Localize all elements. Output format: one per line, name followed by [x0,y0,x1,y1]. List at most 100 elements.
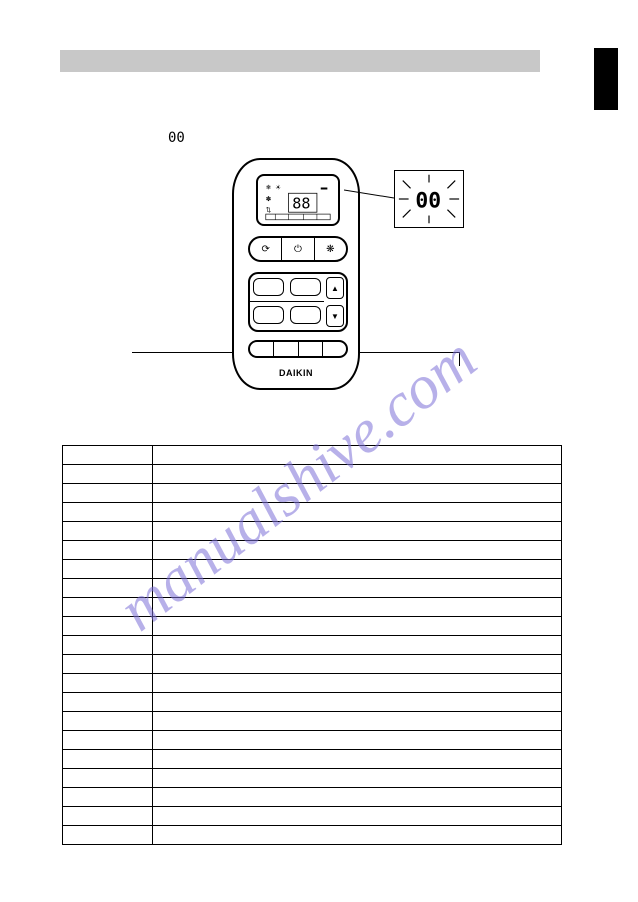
remote-small-button [290,306,321,324]
table-cell-code [63,750,153,769]
svg-text:☀: ☀ [275,183,281,191]
leader-line-vertical [459,352,460,366]
remote-body: ❄ ☀ ▬ ✽ ⇅ 88 ⟳ ⏻ ❋ [232,158,360,390]
callout-blink-icon: 00 [395,170,463,228]
table-row [63,484,562,503]
table-cell-desc [153,788,562,807]
remote-screen-icons: ❄ ☀ ▬ ✽ ⇅ 88 [262,180,334,222]
table-body [63,446,562,845]
table-cell-code [63,788,153,807]
table-row [63,541,562,560]
table-cell-code [63,560,153,579]
table-cell-code [63,807,153,826]
table-row [63,579,562,598]
table-row [63,522,562,541]
table-row [63,750,562,769]
remote-bottom-button [274,342,298,356]
leader-line-right [360,352,460,353]
table-cell-desc [153,655,562,674]
table-cell-desc [153,541,562,560]
table-row [63,712,562,731]
table-row [63,636,562,655]
remote-bottom-button [323,342,346,356]
table-cell-code [63,446,153,465]
table-cell-code [63,769,153,788]
table-cell-code [63,522,153,541]
digits-placeholder-icon: 00 [168,130,185,146]
down-arrow-icon: ▼ [326,305,344,327]
table-cell-desc [153,484,562,503]
table-row [63,617,562,636]
table-cell-code [63,636,153,655]
remote-brand-label: DAIKIN [234,368,358,378]
table-row [63,446,562,465]
callout-box: 00 [394,170,464,228]
table-cell-desc [153,750,562,769]
table-cell-code [63,598,153,617]
table-row [63,769,562,788]
table-cell-code [63,541,153,560]
table-row [63,731,562,750]
table-cell-desc [153,769,562,788]
table-cell-desc [153,465,562,484]
table-cell-desc [153,503,562,522]
up-arrow-icon: ▲ [326,277,344,299]
table-row [63,826,562,845]
svg-text:⇅: ⇅ [266,207,272,214]
table-cell-desc [153,617,562,636]
svg-text:✽: ✽ [266,195,272,203]
svg-text:❄: ❄ [266,183,272,191]
table-row [63,655,562,674]
remote-small-button [253,306,284,324]
remote-bottom-button [299,342,323,356]
table-cell-desc [153,446,562,465]
table-row [63,503,562,522]
mode-button-icon: ⟳ [250,238,281,260]
table-cell-code [63,712,153,731]
remote-small-button [253,278,284,296]
side-tab [594,48,618,110]
table-cell-code [63,503,153,522]
table-cell-code [63,693,153,712]
table-row [63,693,562,712]
remote-main-buttons: ⟳ ⏻ ❋ [248,236,348,262]
screen-digit: 88 [292,194,310,212]
remote-screen: ❄ ☀ ▬ ✽ ⇅ 88 [256,174,340,226]
table-row [63,807,562,826]
remote-mid-panel: ▲ ▼ [248,272,348,332]
table-cell-desc [153,598,562,617]
table-cell-code [63,484,153,503]
table-cell-code [63,579,153,598]
table-cell-desc [153,579,562,598]
callout-leader-line [344,184,398,208]
power-button-icon: ⏻ [282,238,313,260]
table-row [63,560,562,579]
header-bar [60,50,540,72]
table-cell-desc [153,731,562,750]
fault-code-table [62,445,562,845]
page: { "header": { "title": "" }, "digits_lab… [0,0,638,902]
table-cell-desc [153,693,562,712]
fan-button-icon: ❋ [315,238,346,260]
table-cell-code [63,674,153,693]
table-row [63,465,562,484]
table-cell-desc [153,674,562,693]
table-cell-desc [153,826,562,845]
table-cell-desc [153,712,562,731]
remote-bottom-button [250,342,274,356]
table-row [63,598,562,617]
table-cell-desc [153,807,562,826]
table-cell-desc [153,636,562,655]
table-cell-code [63,655,153,674]
table-cell-code [63,826,153,845]
table-cell-desc [153,522,562,541]
remote-bottom-panel [248,340,348,358]
table-row [63,788,562,807]
table-cell-code [63,617,153,636]
remote-small-button [290,278,321,296]
svg-text:00: 00 [415,189,441,214]
table-row [63,674,562,693]
table-cell-desc [153,560,562,579]
svg-text:▬: ▬ [321,184,328,191]
table-cell-code [63,465,153,484]
